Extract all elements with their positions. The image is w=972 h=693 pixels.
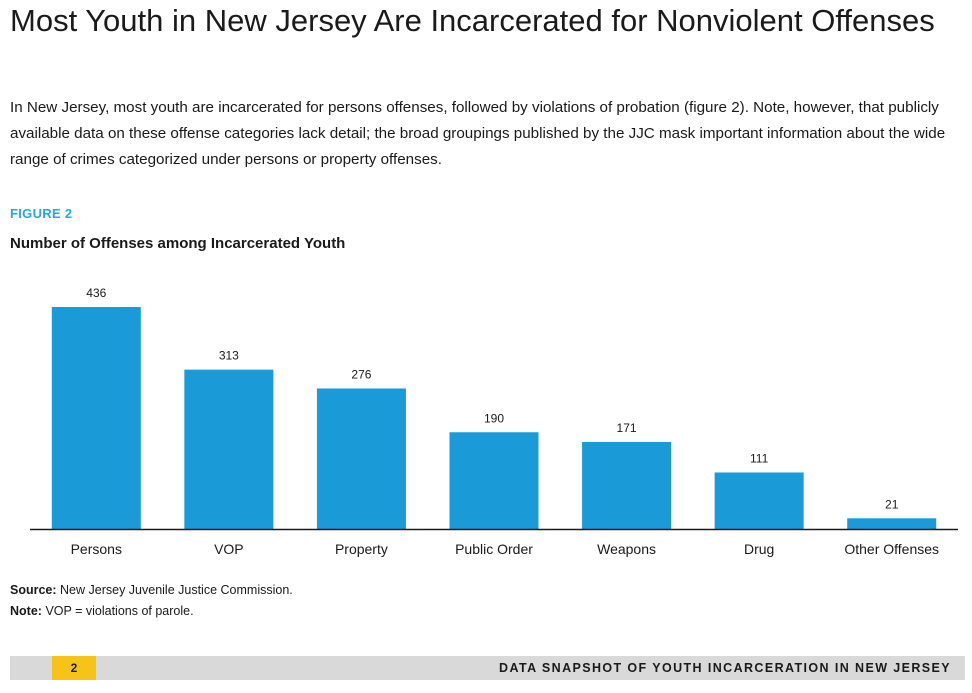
bar-property [316, 388, 406, 529]
category-label: Drug [744, 541, 774, 557]
bar-chart: 436 Persons 313 VOP 276 Property 190 Public Ord… [30, 286, 958, 557]
category-label: Persons [71, 541, 122, 557]
page-number-badge: 2 [52, 656, 96, 680]
note-line: Note: VOP = violations of parole. [10, 601, 293, 622]
intro-paragraph: In New Jersey, most youth are incarcerat… [10, 99, 946, 168]
category-label: Property [335, 541, 388, 557]
page-footer: 2 DATA SNAPSHOT OF YOUTH INCARCERATION I… [10, 656, 965, 680]
figure-title: Number of Offenses among Incarcerated Yo… [10, 235, 346, 252]
data-label: 171 [617, 421, 637, 435]
data-label: 21 [885, 497, 899, 511]
category-label: VOP [214, 541, 244, 557]
source-line: Source: New Jersey Juvenile Justice Comm… [10, 580, 293, 601]
bar-persons [51, 307, 141, 529]
data-label: 111 [750, 451, 769, 465]
category-label: Weapons [597, 541, 656, 557]
note-text: VOP = violations of parole. [45, 604, 194, 618]
source-label: Source: [10, 583, 57, 597]
data-label: 313 [219, 349, 239, 363]
figure-label: FIGURE 2 [10, 206, 73, 221]
bar-weapons [582, 441, 672, 529]
figure-notes: Source: New Jersey Juvenile Justice Comm… [10, 580, 293, 622]
bar-vop [184, 369, 274, 529]
data-label: 276 [351, 367, 371, 381]
bar-public-order [449, 432, 539, 529]
source-text: New Jersey Juvenile Justice Commission. [60, 583, 293, 597]
note-label: Note: [10, 604, 42, 618]
running-title: DATA SNAPSHOT OF YOUTH INCARCERATION IN … [499, 661, 951, 675]
category-label: Public Order [455, 541, 533, 557]
bar-drug [714, 472, 804, 529]
category-label: Other Offenses [844, 541, 939, 557]
page-headline: Most Youth in New Jersey Are Incarcerate… [10, 3, 935, 38]
data-label: 190 [484, 411, 504, 425]
data-label: 436 [86, 286, 106, 300]
bar-other-offenses [847, 518, 937, 529]
